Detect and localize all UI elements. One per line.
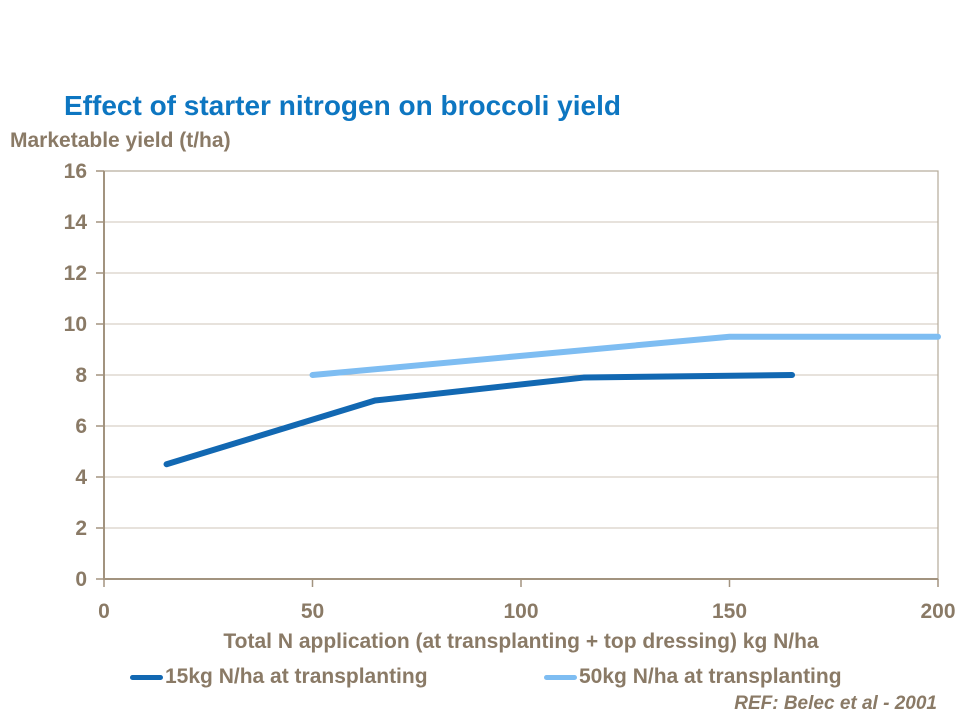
series-line-15kg bbox=[163, 372, 796, 468]
legend-label-15kg: 15kg N/ha at transplanting bbox=[165, 665, 428, 688]
legend-item-50kg: 50kg N/ha at transplanting bbox=[544, 664, 842, 690]
legend-item-15kg: 15kg N/ha at transplanting bbox=[130, 664, 428, 690]
y-tick-label-2: 2 bbox=[75, 517, 87, 540]
reference-citation: REF: Belec et al - 2001 bbox=[734, 693, 937, 714]
x-tick-label-100: 100 bbox=[503, 600, 538, 623]
y-tick-label-6: 6 bbox=[75, 415, 87, 438]
grid-layer bbox=[103, 170, 939, 580]
x-tick-label-150: 150 bbox=[712, 600, 747, 623]
x-tick-label-50: 50 bbox=[301, 600, 324, 623]
y-tick-label-0: 0 bbox=[75, 568, 87, 591]
x-axis-title: Total N application (at transplanting + … bbox=[223, 630, 819, 653]
axis-layer bbox=[96, 170, 939, 587]
y-axis-title: Marketable yield (t/ha) bbox=[10, 129, 231, 152]
y-tick-label-8: 8 bbox=[75, 364, 87, 387]
series-line-50kg bbox=[309, 333, 941, 378]
series2-line-swatch bbox=[544, 674, 577, 680]
tick-label-layer: 0 2 4 6 8 10 12 14 16 0 50 100 150 200 bbox=[64, 160, 956, 623]
y-tick-label-14: 14 bbox=[64, 211, 88, 234]
y-tick-label-12: 12 bbox=[64, 262, 87, 285]
series-layer bbox=[163, 333, 941, 468]
x-tick-label-0: 0 bbox=[98, 600, 110, 623]
x-tick-label-200: 200 bbox=[920, 600, 955, 623]
y-tick-label-16: 16 bbox=[64, 160, 87, 183]
chart-title: Effect of starter nitrogen on broccoli y… bbox=[64, 89, 621, 121]
y-tick-label-10: 10 bbox=[64, 313, 87, 336]
y-tick-label-4: 4 bbox=[75, 466, 87, 489]
series1-line-swatch bbox=[130, 674, 163, 680]
legend-label-50kg: 50kg N/ha at transplanting bbox=[579, 665, 842, 688]
